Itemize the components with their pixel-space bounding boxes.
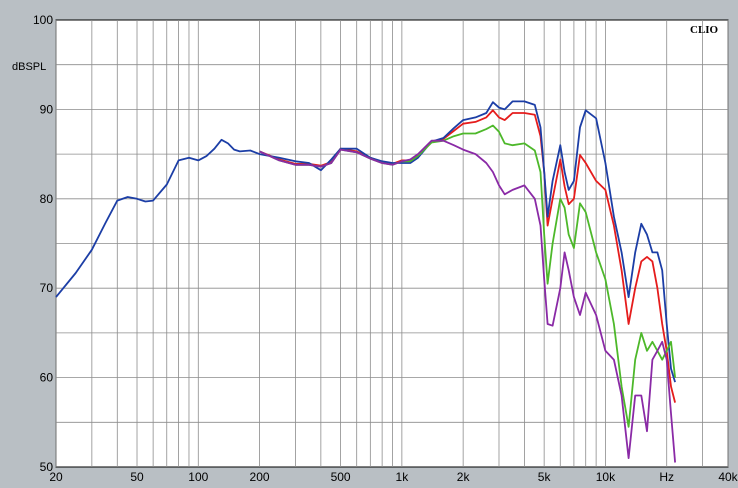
x-tick-label: 2k [457, 470, 471, 484]
x-tick-label: 500 [331, 470, 351, 484]
x-tick-label: 200 [250, 470, 270, 484]
x-tick-label: Hz [659, 470, 674, 484]
x-tick-label: 1k [396, 470, 410, 484]
y-tick-label: 60 [40, 371, 54, 385]
series-group [55, 100, 676, 463]
brand-logo-text: CLIO [690, 24, 719, 36]
x-tick-label: 100 [188, 470, 208, 484]
x-tick-label: 5k [538, 470, 552, 484]
y-tick-label: 100 [33, 13, 53, 27]
grid-lines [55, 20, 729, 467]
x-tick-label: 20 [49, 470, 63, 484]
y-tick-label: 50 [40, 460, 54, 474]
y-axis-ticks: 50 60 70 80 90 100 [33, 13, 53, 474]
y-axis-label: dBSPL [12, 61, 46, 73]
y-tick-label: 70 [40, 281, 54, 295]
x-tick-label: 50 [130, 470, 144, 484]
x-tick-label: 10k [596, 470, 616, 484]
x-axis-ticks: 20 50 100 200 500 1k 2k 5k 10k Hz 40k [49, 470, 738, 484]
y-tick-label: 90 [40, 102, 54, 116]
x-tick-label: 40k [718, 470, 738, 484]
y-tick-label: 80 [40, 192, 54, 206]
series-line-4 [259, 139, 676, 463]
